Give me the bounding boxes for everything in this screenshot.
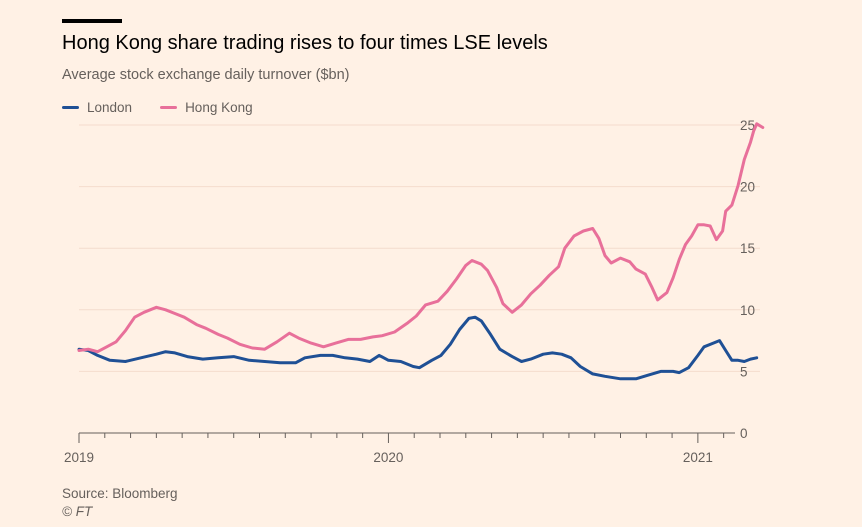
y-tick-label-15: 15 — [740, 241, 755, 256]
x-tick-label-2021: 2021 — [683, 450, 713, 465]
legend-swatch-hongkong — [160, 106, 178, 109]
y-tick-label-10: 10 — [740, 303, 755, 318]
chart-title: Hong Kong share trading rises to four ti… — [62, 32, 548, 54]
chart-subtitle: Average stock exchange daily turnover ($… — [62, 67, 350, 83]
series-line-london — [77, 315, 759, 381]
line-chart: 0 5 10 15 20 25 2019 2020 2021 — [64, 118, 765, 465]
legend-item-hongkong: Hong Kong — [160, 100, 253, 115]
series-line-hong-kong — [77, 122, 765, 354]
y-tick-label-25: 25 — [740, 118, 755, 133]
legend: London Hong Kong — [62, 100, 253, 115]
x-tick-label-2019: 2019 — [64, 450, 94, 465]
y-tick-label-5: 5 — [740, 364, 748, 379]
copyright-note: © FT — [62, 504, 93, 519]
x-tick-label-2020: 2020 — [373, 450, 403, 465]
y-tick-label-0: 0 — [740, 426, 748, 441]
brand-bar — [62, 19, 122, 23]
legend-swatch-london — [62, 106, 79, 109]
y-tick-label-20: 20 — [740, 180, 755, 195]
legend-item-london: London — [62, 100, 132, 115]
legend-label-london: London — [87, 100, 133, 115]
legend-label-hongkong: Hong Kong — [185, 100, 253, 115]
source-note: Source: Bloomberg — [62, 486, 178, 501]
